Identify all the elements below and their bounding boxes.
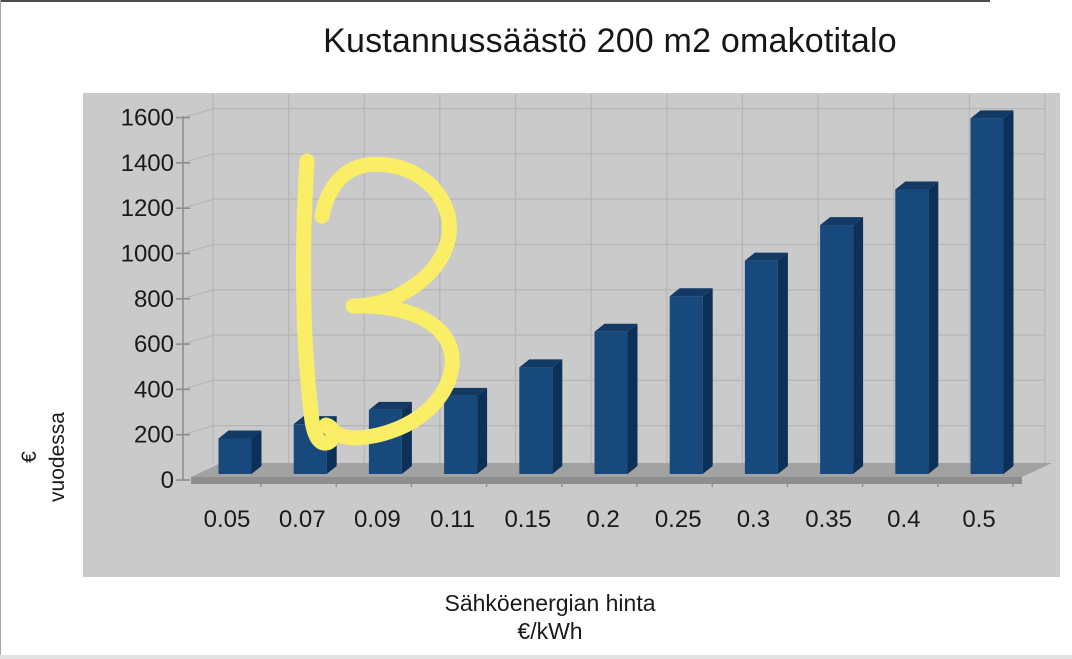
bar [444,387,488,474]
bar-top-face [669,288,713,297]
gridline-jog [182,289,214,300]
y-axis-title-line1: € [18,451,41,463]
bar [519,359,563,474]
gridline-jog [182,379,214,391]
y-tick-label: 1200 [121,195,174,222]
y-axis-title-line2: vuodessa [46,412,70,502]
bar [218,430,262,474]
x-tick-label: 0.09 [354,506,401,533]
bar-side-face [1003,110,1014,475]
y-tick-label: 1400 [121,150,174,177]
bar [820,217,864,474]
y-tick-label: 800 [134,286,174,313]
x-tick-label: 0.25 [655,506,702,533]
bar-top-face [744,252,788,261]
photo-edge-left [0,0,1,659]
bar [744,252,788,474]
bar [895,181,939,475]
x-axis-title-line1: Sähköenergian hinta [444,590,656,616]
gridline-jog [182,425,214,436]
annotation-b-bowls [314,156,460,446]
bar-front-face [669,296,703,474]
bar-side-face [777,252,788,474]
bar [669,288,713,474]
y-tick-label: 0 [161,467,174,494]
y-tick-label: 600 [134,331,174,358]
floor-front-face [191,477,1022,484]
x-axis-title-line2: €/kWh [517,618,583,645]
bar-top-face [444,387,488,396]
bar-top-face [895,181,939,190]
y-tick-label: 400 [134,376,174,403]
x-tick-label: 0.15 [504,506,551,533]
bar-front-face [820,225,854,474]
y-tick-label: 1600 [121,105,174,132]
gridline-jog [182,334,214,345]
gridline-jog [182,107,214,119]
handwritten-annotation-b [295,153,460,451]
bar-front-face [970,118,1004,475]
bar-front-face [895,189,929,475]
gridline-jog [182,198,214,209]
y-tick-label: 1000 [121,241,174,268]
bar-side-face [928,181,939,475]
bar-front-face [594,331,628,474]
axis-ticks [176,116,1014,487]
tick-labels: 0 200 400 600 800 1000 1200 1400 1600 0.05 0.07 0.0… [121,105,996,533]
bar-top-face [594,323,638,332]
bar-side-face [552,359,563,474]
x-tick-label: 0.5 [962,506,995,533]
bar-top-face [970,110,1014,119]
bar-side-face [702,288,713,474]
x-tick-label: 0.4 [887,506,920,533]
x-tick-label: 0.3 [737,506,770,533]
photo-edge-bottom [0,655,1072,659]
chart-title: Kustannussäästö 200 m2 omakotitalo [323,22,897,60]
bar-side-face [853,217,864,474]
bar-side-face [401,401,412,474]
bar-top-face [218,430,262,439]
x-tick-label: 0.05 [204,506,251,533]
bar [594,323,638,474]
bar-top-face [368,401,412,410]
photo-edge-top [0,0,990,2]
bar-front-face [218,438,252,474]
x-tick-label: 0.2 [586,506,619,533]
bar-front-face [744,260,778,474]
bar-top-face [519,359,563,368]
x-tick-label: 0.35 [805,506,852,533]
bar-front-face [444,395,478,474]
bars [218,110,1014,475]
gridline-jog [182,243,214,255]
bar-top-face [820,217,864,226]
x-tick-label: 0.11 [430,506,475,533]
bar-front-face [519,367,553,474]
bar-side-face [627,323,638,474]
gridline-jog [182,153,214,164]
y-tick-label: 200 [134,422,174,449]
y-axis-title: € vuodessa [16,394,76,520]
x-tick-label: 0.07 [279,506,326,533]
bar-side-face [251,430,262,474]
bar-side-face [477,387,488,474]
x-axis-title: Sähköenergian hinta €/kWh [350,589,750,645]
bar [970,110,1014,475]
